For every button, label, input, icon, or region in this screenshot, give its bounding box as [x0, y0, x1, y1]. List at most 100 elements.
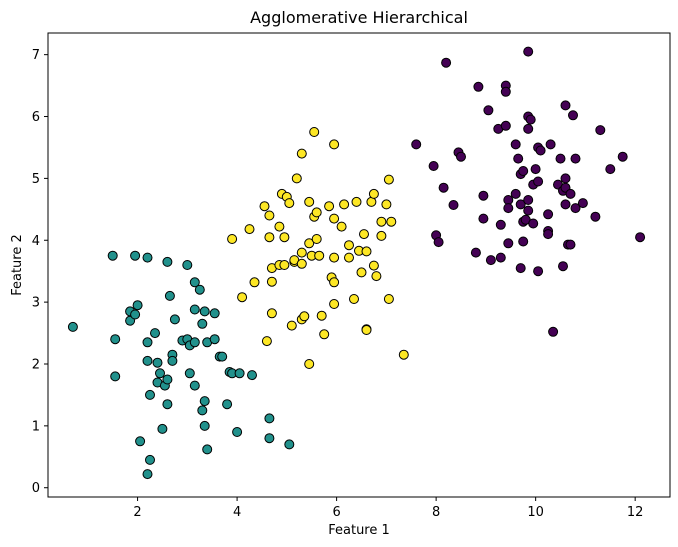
data-point	[433, 237, 444, 248]
data-point	[518, 166, 529, 176]
data-point	[162, 374, 173, 385]
data-point	[376, 216, 387, 227]
data-point	[381, 199, 392, 210]
data-point	[279, 232, 290, 243]
data-point	[329, 213, 340, 224]
data-point	[500, 120, 511, 131]
data-point	[386, 216, 397, 227]
data-point	[329, 252, 340, 263]
data-point	[523, 205, 534, 216]
data-point	[568, 110, 578, 121]
data-point	[189, 304, 200, 315]
data-point	[184, 368, 195, 379]
data-point	[222, 399, 233, 410]
data-point	[145, 454, 155, 465]
data-point	[279, 260, 290, 270]
data-point	[199, 306, 210, 317]
data-point	[189, 380, 200, 391]
data-point	[545, 139, 556, 150]
data-point	[515, 263, 526, 274]
data-point	[398, 349, 409, 360]
data-point	[560, 100, 571, 111]
data-point	[189, 277, 200, 288]
data-point	[635, 232, 646, 243]
data-point	[232, 427, 243, 437]
data-point	[197, 318, 208, 329]
data-point	[548, 326, 559, 337]
data-point	[189, 337, 200, 348]
data-point	[107, 250, 118, 261]
data-point	[376, 230, 387, 241]
y-axis-ticks: 0 1 2 3 4 5 6 7	[32, 48, 48, 496]
data-point	[560, 199, 571, 210]
data-point	[344, 252, 354, 263]
x-axis-label: Feature 1	[328, 523, 390, 538]
data-point	[361, 325, 372, 335]
data-point	[259, 201, 270, 212]
x-tick-label: 2	[133, 505, 141, 520]
data-point	[155, 368, 165, 379]
y-axis-label: Feature 2	[10, 234, 25, 296]
data-point	[247, 370, 257, 381]
data-point	[535, 145, 546, 156]
data-point	[411, 139, 422, 150]
data-point	[530, 164, 541, 175]
data-point	[209, 308, 220, 319]
data-point	[152, 357, 163, 368]
data-point	[266, 308, 277, 319]
data-point	[503, 203, 514, 214]
data-point	[202, 444, 213, 455]
data-point	[543, 229, 554, 240]
data-point	[314, 250, 325, 261]
data-point	[284, 439, 295, 450]
x-axis-ticks: 2 4 6 8 10 12	[133, 497, 643, 520]
data-point	[495, 252, 506, 263]
data-point	[162, 256, 173, 267]
data-point	[558, 261, 568, 272]
data-point	[383, 174, 394, 185]
data-point	[565, 239, 576, 250]
data-point	[199, 396, 210, 407]
data-point	[478, 190, 489, 201]
data-point	[523, 195, 534, 205]
data-point	[565, 188, 576, 199]
data-point	[438, 182, 449, 193]
data-point	[533, 266, 544, 277]
data-point	[261, 336, 272, 347]
data-point	[135, 436, 146, 447]
x-tick-label: 8	[432, 505, 440, 520]
data-point	[249, 277, 260, 288]
data-point	[291, 173, 302, 184]
data-point	[359, 229, 369, 240]
data-point	[274, 221, 285, 232]
data-point	[304, 238, 315, 249]
y-tick-label: 1	[32, 419, 40, 434]
data-point	[495, 219, 506, 230]
data-point	[150, 328, 160, 339]
data-point	[145, 389, 155, 400]
chart-title: Agglomerative Hierarchical	[250, 8, 468, 27]
data-point	[142, 337, 153, 348]
data-point	[528, 218, 539, 229]
data-point	[543, 209, 554, 220]
data-point	[296, 258, 307, 269]
data-point	[368, 260, 379, 271]
y-tick-label: 4	[32, 234, 40, 249]
y-tick-label: 3	[32, 296, 40, 311]
data-point	[194, 284, 205, 295]
data-point	[164, 290, 175, 301]
data-point	[383, 294, 394, 304]
data-point	[264, 232, 275, 243]
plot-area-frame	[47, 32, 671, 498]
data-point	[500, 86, 511, 97]
data-point	[286, 320, 297, 331]
data-point	[448, 200, 459, 210]
data-point	[167, 355, 178, 366]
data-point	[324, 201, 335, 212]
data-point	[339, 199, 350, 210]
data-point	[503, 238, 514, 249]
data-point	[605, 164, 616, 175]
data-point	[456, 151, 466, 162]
data-point	[356, 267, 367, 278]
